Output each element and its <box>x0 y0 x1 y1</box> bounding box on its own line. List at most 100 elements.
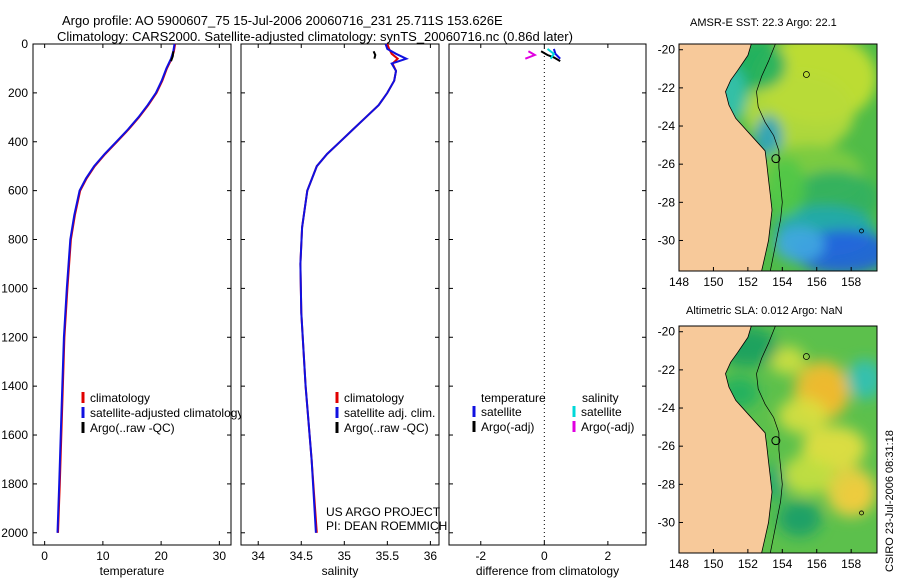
y-tick-label: -26 <box>658 439 676 453</box>
x-tick-label: 35.5 <box>376 549 400 563</box>
x-tick-label: 20 <box>154 549 168 563</box>
y-tick-label: -24 <box>658 401 676 415</box>
project-annotation: US ARGO PROJECT <box>326 505 441 519</box>
x-tick-label: 152 <box>738 557 758 571</box>
x-tick-label: 154 <box>772 557 792 571</box>
x-tick-label: 0 <box>41 549 48 563</box>
y-tick-label: 600 <box>8 184 28 198</box>
y-tick-label: -22 <box>658 363 676 377</box>
x-tick-label: 150 <box>703 557 723 571</box>
legend-label: climatology <box>90 391 150 405</box>
field-patch <box>783 454 834 495</box>
y-tick-label: 1600 <box>1 428 28 442</box>
x-tick-label: 150 <box>703 275 723 289</box>
field-patch <box>826 466 877 517</box>
series-line-satellite-adjusted-climatology <box>56 43 176 533</box>
x-tick-label: 0 <box>541 549 548 563</box>
x-tick-label: 148 <box>669 275 689 289</box>
series-line-argo <box>372 50 377 59</box>
y-tick-label: 2000 <box>1 526 28 540</box>
legend-label: Argo(..raw -QC) <box>90 421 175 435</box>
y-tick-label: 0 <box>21 37 28 51</box>
y-tick-label: -28 <box>658 477 676 491</box>
reef-contour <box>803 71 810 78</box>
x-tick-label: 158 <box>841 557 861 571</box>
series-line-temperature-satellite <box>552 48 561 60</box>
reef-contour <box>803 353 810 360</box>
reef-contour <box>859 228 864 234</box>
sst-map-title: AMSR-E SST: 22.3 Argo: 22.1 <box>690 17 837 29</box>
x-tick-label: 34 <box>252 549 266 563</box>
plot-frame <box>32 43 232 546</box>
salinity-panel: 34 34.5 35 35.5 36 salinity climatologysatelli… <box>240 43 447 578</box>
figure-title-line1: Argo profile: AO 5900607_75 15-Jul-2006 … <box>62 13 503 28</box>
field-patch <box>769 346 806 375</box>
x-tick-label: 35 <box>338 549 352 563</box>
field-patch <box>774 226 825 263</box>
land-mass <box>679 326 773 553</box>
x-tick-label: 148 <box>669 557 689 571</box>
series-line-salinity-argo-adj- <box>524 50 538 60</box>
map-field <box>679 44 877 271</box>
y-tick-label: -20 <box>658 325 676 339</box>
legend-label: satellite <box>581 405 622 419</box>
legend-label: satellite-adjusted climatology <box>90 406 243 420</box>
project-annotation: PI: DEAN ROEMMICH <box>326 519 447 533</box>
plot-frame <box>448 43 647 546</box>
series-line-salinity-satellite <box>546 48 556 60</box>
y-tick-label: 800 <box>8 233 28 247</box>
x-axis-label: salinity <box>322 564 359 578</box>
x-axis-label: temperature <box>100 564 165 578</box>
field-patch <box>777 500 822 537</box>
map-frame <box>678 325 878 554</box>
legend-label: satellite adj. clim. <box>344 406 435 420</box>
reef-contour <box>859 510 864 516</box>
legend-label: Argo(..raw -QC) <box>344 421 429 435</box>
series-line-satellite-adj-clim- <box>299 43 409 533</box>
x-tick-label: 10 <box>96 549 110 563</box>
figure-title-line2: Climatology: CARS2000. Satellite-adjuste… <box>57 29 573 44</box>
shelf-contour <box>756 326 783 553</box>
temperature-panel: 0 10 20 30 temperature 0 200 400 600 800 1000 1200 1… <box>1 37 243 578</box>
field-blobs <box>717 326 877 537</box>
y-tick-label: -20 <box>658 43 676 57</box>
x-tick-label: 30 <box>213 549 227 563</box>
series-line-temperature-argo-adj- <box>540 50 561 62</box>
map-field <box>679 326 877 553</box>
y-tick-label: -22 <box>658 81 676 95</box>
series-line-argo <box>170 51 175 62</box>
legend-label: satellite <box>481 405 522 419</box>
legend-title: salinity <box>582 391 619 405</box>
legend-label: Argo(-adj) <box>481 420 534 434</box>
y-tick-label: -30 <box>658 233 676 247</box>
y-tick-label: 200 <box>8 86 28 100</box>
sla-map-title: Altimetric SLA: 0.012 Argo: NaN <box>686 305 843 317</box>
x-tick-label: 2 <box>605 549 612 563</box>
field-patch <box>846 359 877 400</box>
y-tick-label: 1400 <box>1 379 28 393</box>
y-tick-label: 400 <box>8 135 28 149</box>
sst-map: 148 150 152 154 156 158 -20 -22 -24 -26 -28 -30 <box>658 43 878 289</box>
legend-title: temperature <box>481 391 546 405</box>
legend-label: Argo(-adj) <box>581 420 634 434</box>
x-tick-label: 152 <box>738 275 758 289</box>
plot-frame <box>240 43 440 546</box>
x-tick-label: 34.5 <box>290 549 314 563</box>
x-tick-label: 36 <box>424 549 438 563</box>
x-tick-label: 156 <box>807 275 827 289</box>
map-frame <box>678 43 878 272</box>
x-tick-label: -2 <box>475 549 486 563</box>
y-tick-label: 1800 <box>1 477 28 491</box>
y-tick-label: -28 <box>658 195 676 209</box>
land-mass <box>679 44 773 271</box>
x-tick-label: 156 <box>807 557 827 571</box>
field-patch <box>777 397 828 434</box>
y-tick-label: -26 <box>658 157 676 171</box>
x-axis-label: difference from climatology <box>476 564 619 578</box>
float-marker <box>771 436 781 446</box>
float-marker <box>771 154 781 164</box>
x-tick-label: 154 <box>772 275 792 289</box>
legend-label: climatology <box>344 391 404 405</box>
